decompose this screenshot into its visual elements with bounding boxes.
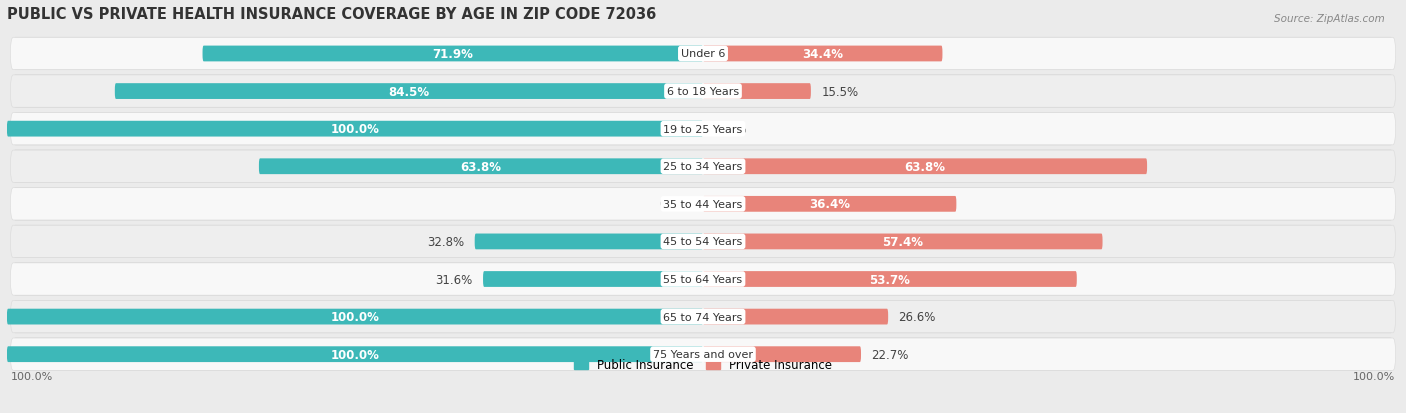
FancyBboxPatch shape: [7, 121, 703, 137]
FancyBboxPatch shape: [10, 38, 1396, 71]
Text: 0.0%: 0.0%: [717, 123, 747, 136]
FancyBboxPatch shape: [13, 300, 1393, 333]
FancyBboxPatch shape: [13, 38, 1393, 71]
Text: 6 to 18 Years: 6 to 18 Years: [666, 87, 740, 97]
Text: 65 to 74 Years: 65 to 74 Years: [664, 312, 742, 322]
Legend: Public Insurance, Private Insurance: Public Insurance, Private Insurance: [569, 354, 837, 376]
Text: 100.0%: 100.0%: [330, 348, 380, 361]
Text: Source: ZipAtlas.com: Source: ZipAtlas.com: [1274, 14, 1385, 24]
FancyBboxPatch shape: [10, 188, 1396, 221]
Text: 100.0%: 100.0%: [330, 310, 380, 323]
Text: 26.6%: 26.6%: [898, 310, 936, 323]
FancyBboxPatch shape: [703, 159, 1147, 175]
Text: 0.0%: 0.0%: [659, 198, 689, 211]
Text: 15.5%: 15.5%: [821, 85, 859, 98]
FancyBboxPatch shape: [7, 347, 703, 362]
Text: 31.6%: 31.6%: [436, 273, 472, 286]
FancyBboxPatch shape: [10, 76, 1396, 108]
FancyBboxPatch shape: [10, 151, 1396, 183]
FancyBboxPatch shape: [202, 47, 703, 62]
Text: 84.5%: 84.5%: [388, 85, 429, 98]
FancyBboxPatch shape: [10, 113, 1396, 145]
FancyBboxPatch shape: [10, 338, 1396, 370]
FancyBboxPatch shape: [10, 263, 1396, 295]
Text: 100.0%: 100.0%: [330, 123, 380, 136]
Text: 63.8%: 63.8%: [904, 160, 946, 173]
FancyBboxPatch shape: [10, 301, 1396, 333]
Text: 36.4%: 36.4%: [810, 198, 851, 211]
FancyBboxPatch shape: [13, 150, 1393, 183]
FancyBboxPatch shape: [7, 309, 703, 325]
FancyBboxPatch shape: [484, 271, 703, 287]
Text: 53.7%: 53.7%: [869, 273, 910, 286]
FancyBboxPatch shape: [703, 309, 889, 325]
FancyBboxPatch shape: [259, 159, 703, 175]
Text: 35 to 44 Years: 35 to 44 Years: [664, 199, 742, 209]
FancyBboxPatch shape: [13, 225, 1393, 259]
FancyBboxPatch shape: [13, 113, 1393, 146]
FancyBboxPatch shape: [475, 234, 703, 250]
FancyBboxPatch shape: [703, 84, 811, 100]
Text: 19 to 25 Years: 19 to 25 Years: [664, 124, 742, 134]
Text: PUBLIC VS PRIVATE HEALTH INSURANCE COVERAGE BY AGE IN ZIP CODE 72036: PUBLIC VS PRIVATE HEALTH INSURANCE COVER…: [7, 7, 657, 22]
Text: 63.8%: 63.8%: [460, 160, 502, 173]
FancyBboxPatch shape: [10, 226, 1396, 258]
FancyBboxPatch shape: [13, 188, 1393, 221]
FancyBboxPatch shape: [115, 84, 703, 100]
Text: 32.8%: 32.8%: [427, 235, 464, 248]
FancyBboxPatch shape: [703, 197, 956, 212]
Text: 45 to 54 Years: 45 to 54 Years: [664, 237, 742, 247]
FancyBboxPatch shape: [13, 75, 1393, 108]
FancyBboxPatch shape: [13, 338, 1393, 371]
Text: 71.9%: 71.9%: [432, 48, 474, 61]
FancyBboxPatch shape: [703, 234, 1102, 250]
Text: 34.4%: 34.4%: [803, 48, 844, 61]
Text: 75 Years and over: 75 Years and over: [652, 349, 754, 359]
Text: 57.4%: 57.4%: [883, 235, 924, 248]
FancyBboxPatch shape: [703, 347, 860, 362]
FancyBboxPatch shape: [703, 271, 1077, 287]
Text: 25 to 34 Years: 25 to 34 Years: [664, 162, 742, 172]
FancyBboxPatch shape: [703, 47, 942, 62]
Text: 22.7%: 22.7%: [872, 348, 908, 361]
Text: 100.0%: 100.0%: [1354, 371, 1396, 381]
Text: 100.0%: 100.0%: [10, 371, 52, 381]
Text: 55 to 64 Years: 55 to 64 Years: [664, 274, 742, 284]
Text: Under 6: Under 6: [681, 50, 725, 59]
FancyBboxPatch shape: [13, 263, 1393, 296]
